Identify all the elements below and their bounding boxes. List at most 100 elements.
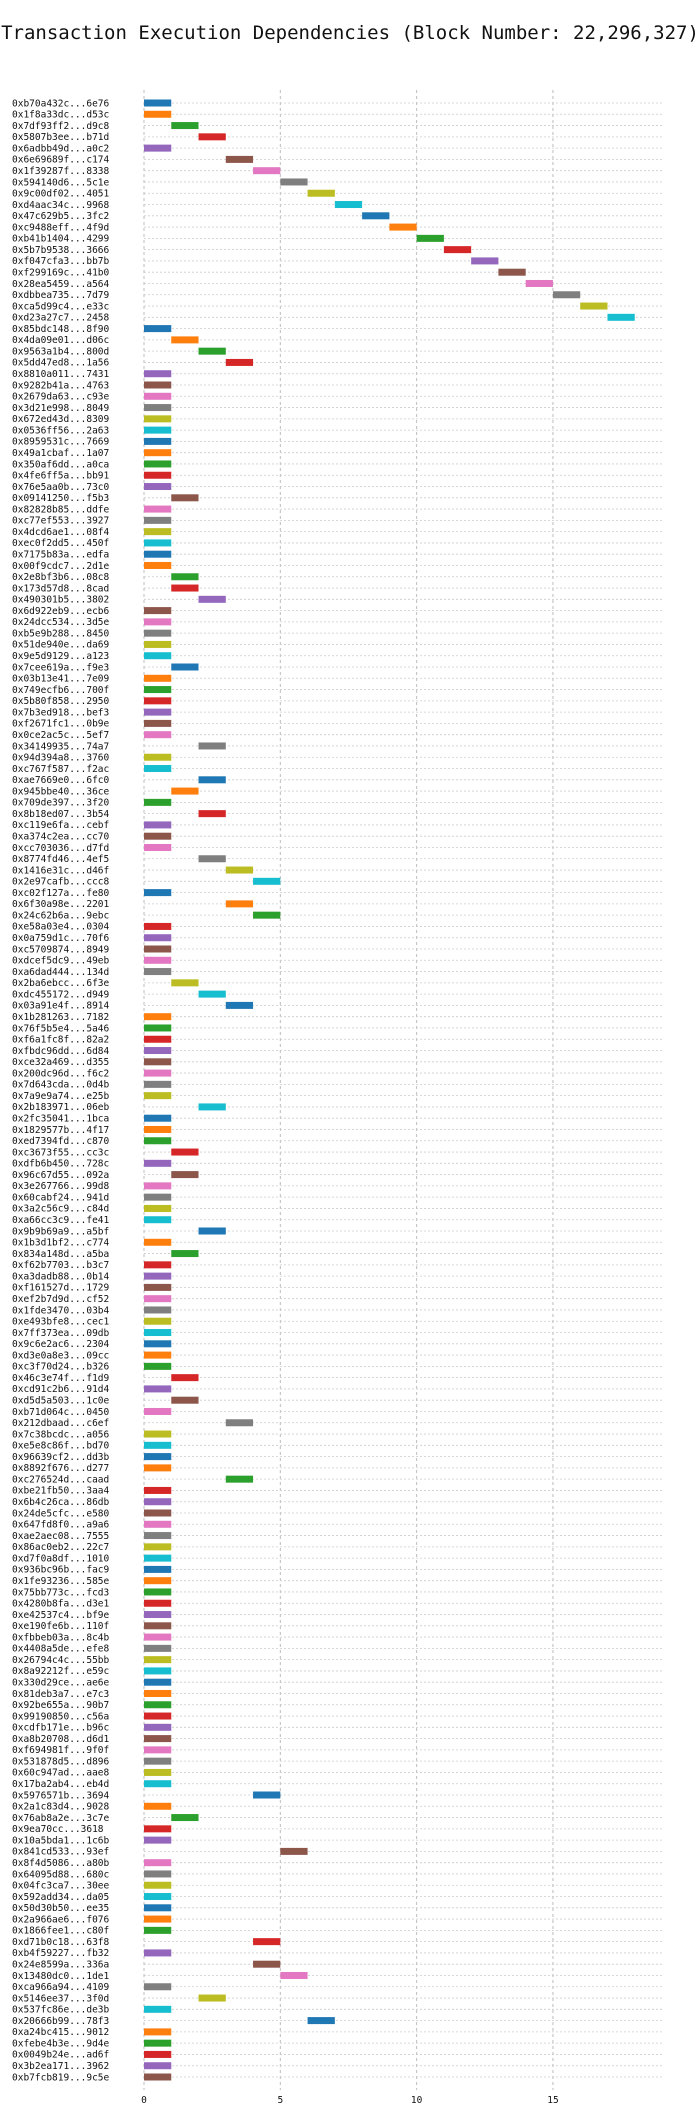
- transaction-bar: [280, 178, 308, 186]
- transaction-label: 0x64095d88...680c: [12, 1869, 109, 1880]
- transaction-bar: [198, 1103, 226, 1111]
- transaction-bar: [144, 652, 172, 660]
- transaction-bar: [144, 1453, 172, 1461]
- transaction-bar: [144, 1701, 172, 1709]
- transaction-label: 0xc276524d...caad: [12, 1474, 109, 1485]
- transaction-bar: [144, 1137, 172, 1145]
- transaction-bar: [171, 1396, 199, 1404]
- transaction-label: 0x1866fee1...c80f: [12, 1926, 109, 1937]
- transaction-label: 0xc3673f55...cc3c: [12, 1147, 109, 1158]
- transaction-bar: [144, 483, 172, 491]
- transaction-bar: [144, 110, 172, 118]
- transaction-bar: [144, 561, 172, 569]
- transaction-bar: [171, 494, 199, 502]
- transaction-bar: [225, 1419, 254, 1427]
- transaction-label: 0x4408a5de...efe8: [12, 1644, 110, 1655]
- transaction-label: 0xf6a1fc8f...82a2: [12, 1035, 109, 1046]
- transaction-label: 0x5807b3ee...b71d: [12, 132, 109, 143]
- transaction-bar: [144, 1092, 172, 1100]
- transaction-bar: [144, 404, 172, 412]
- transaction-label: 0x8892f676...d277: [12, 1463, 109, 1474]
- transaction-label: 0x3b2ea171...3962: [12, 2061, 109, 2072]
- transaction-bar: [144, 1125, 172, 1133]
- transaction-bar: [253, 1791, 281, 1799]
- transaction-bar: [144, 1667, 172, 1675]
- transaction-bar: [144, 1430, 172, 1438]
- transaction-bar: [144, 1689, 172, 1697]
- transaction-bar: [144, 1216, 172, 1224]
- transaction-label: 0x85bdc148...8f90: [12, 324, 110, 335]
- transaction-label: 0x28ea5459...a564: [12, 279, 110, 290]
- transaction-bar: [144, 1588, 172, 1596]
- transaction-label: 0x2fc35041...1bca: [12, 1114, 109, 1125]
- transaction-bar: [334, 201, 363, 209]
- transaction-label: 0x1fde3470...03b4: [12, 1305, 110, 1316]
- transaction-label: 0x1829577b...4f17: [12, 1125, 109, 1136]
- transaction-label: 0x8a92212f...e59c: [12, 1666, 109, 1677]
- transaction-label: 0xc9488eff...4f9d: [12, 222, 109, 233]
- transaction-label: 0x945bbe40...36ce: [12, 786, 110, 797]
- transaction-bar: [253, 911, 281, 919]
- transaction-label: 0x0ce2ac5c...5ef7: [12, 730, 109, 741]
- transaction-label: 0x834a148d...a5ba: [12, 1249, 109, 1260]
- transaction-bar: [144, 1238, 172, 1246]
- transaction-bar: [144, 1723, 172, 1731]
- chart-title: Transaction Execution Dependencies (Bloc…: [1, 22, 699, 44]
- transaction-bar: [144, 1554, 172, 1562]
- transaction-bar: [144, 753, 172, 761]
- transaction-label: 0xed7394fd...c870: [12, 1136, 110, 1147]
- transaction-label: 0x200dc96d...f6c2: [12, 1068, 109, 1079]
- transaction-label: 0x490301b5...3802: [12, 595, 109, 606]
- transaction-bar: [144, 1577, 172, 1585]
- transaction-label: 0x3d21e998...8049: [12, 403, 110, 414]
- transaction-label: 0x34149935...74a7: [12, 741, 109, 752]
- transaction-label: 0xf047cfa3...bb7b: [12, 256, 110, 267]
- transaction-bar: [144, 968, 172, 976]
- transaction-bar: [144, 415, 172, 423]
- transaction-label: 0xae2aec08...7555: [12, 1531, 109, 1542]
- transaction-bar: [144, 1712, 172, 1720]
- transaction-label: 0xb7fcb819...9c5e: [12, 2072, 110, 2083]
- transaction-label: 0xfbbeb03a...8c4b: [12, 1632, 110, 1643]
- transaction-label: 0xb5e9b288...8450: [12, 628, 110, 639]
- transaction-label: 0xc3f70d24...b326: [12, 1362, 110, 1373]
- transaction-bar: [144, 1633, 172, 1641]
- transaction-label: 0xe493bfe8...cec1: [12, 1317, 110, 1328]
- transaction-bar: [198, 595, 226, 603]
- transaction-label: 0xfebe4b3e...9d4e: [12, 2038, 110, 2049]
- transaction-label: 0xa66cc3c9...fe41: [12, 1215, 110, 1226]
- transaction-label: 0x8f4d5086...a80b: [12, 1858, 110, 1869]
- transaction-bar: [144, 1204, 172, 1212]
- transaction-label: 0x96639cf2...dd3b: [12, 1452, 110, 1463]
- transaction-label: 0xdcef5dc9...49eb: [12, 956, 110, 967]
- transaction-bar: [171, 336, 199, 344]
- transaction-bar: [144, 686, 172, 694]
- transaction-bar: [144, 1441, 172, 1449]
- transaction-bar: [144, 1825, 172, 1833]
- transaction-bar: [198, 133, 226, 141]
- transaction-label: 0xe5e8c86f...bd70: [12, 1441, 110, 1452]
- transaction-bar: [225, 155, 254, 163]
- transaction-label: 0x5976571b...3694: [12, 1790, 110, 1801]
- transaction-label: 0x1b281263...7182: [12, 1012, 109, 1023]
- transaction-label: 0x49a1cbaf...1a07: [12, 448, 109, 459]
- transaction-label: 0x6adbb49d...a0c2: [12, 143, 109, 154]
- transaction-label: 0x9e5d9129...a123: [12, 651, 109, 662]
- x-tick-label: 15: [547, 2095, 558, 2106]
- transaction-bar: [144, 719, 172, 727]
- transaction-label: 0x9c6e2ac6...2304: [12, 1339, 110, 1350]
- transaction-bar: [144, 539, 172, 547]
- transaction-label: 0xcd91c2b6...91d4: [12, 1384, 110, 1395]
- transaction-bar: [144, 144, 172, 152]
- transaction-label: 0xe42537c4...bf9e: [12, 1610, 110, 1621]
- transaction-bar: [307, 189, 335, 197]
- transaction-bar: [144, 1464, 172, 1472]
- transaction-bar: [144, 922, 172, 930]
- transaction-label: 0xb71d064c...0450: [12, 1407, 110, 1418]
- transaction-label: 0x9563a1b4...800d: [12, 346, 109, 357]
- transaction-label: 0xca966a94...4109: [12, 1982, 110, 1993]
- transaction-bar: [144, 2050, 172, 2058]
- transaction-bar: [144, 381, 172, 389]
- transaction-label: 0x9ea70cc...3618: [12, 1824, 104, 1835]
- transaction-bar: [225, 866, 254, 874]
